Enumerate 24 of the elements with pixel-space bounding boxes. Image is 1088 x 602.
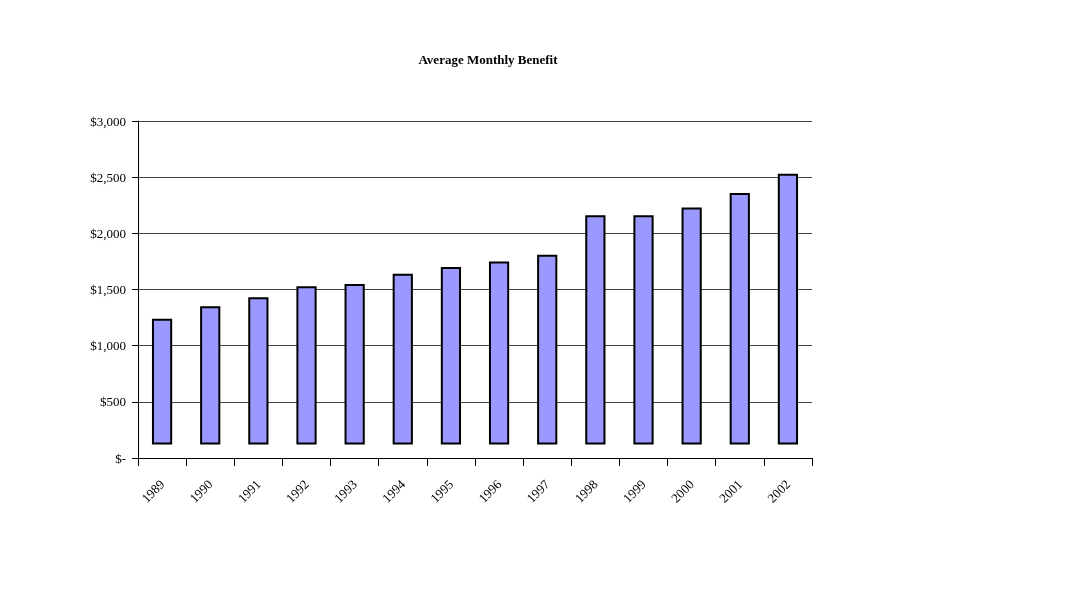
- bar: [296, 286, 317, 445]
- bar: [537, 254, 558, 445]
- bar: [729, 192, 750, 445]
- bar: [488, 261, 510, 445]
- bar: [681, 207, 702, 445]
- bar: [344, 283, 365, 445]
- x-tick-label: 1991: [234, 476, 264, 506]
- chart-title: Average Monthly Benefit: [418, 52, 559, 67]
- bar: [777, 173, 799, 445]
- y-tick-label: $1,000: [90, 338, 126, 354]
- y-tick-label: $1,500: [90, 282, 126, 297]
- y-tick-label: $2,000: [90, 225, 126, 241]
- bar: [151, 318, 173, 445]
- bar: [585, 215, 606, 445]
- y-tick-label: $500: [100, 394, 126, 410]
- bar: [248, 297, 269, 445]
- bar: [392, 273, 413, 445]
- bar: [200, 306, 221, 445]
- bar: [440, 267, 462, 445]
- x-tick-label: 2001: [716, 476, 746, 506]
- bar: [633, 215, 654, 445]
- y-tick-label: $-: [115, 450, 126, 466]
- y-tick-label: $3,000: [90, 113, 126, 129]
- y-tick-label: $2,500: [90, 169, 126, 185]
